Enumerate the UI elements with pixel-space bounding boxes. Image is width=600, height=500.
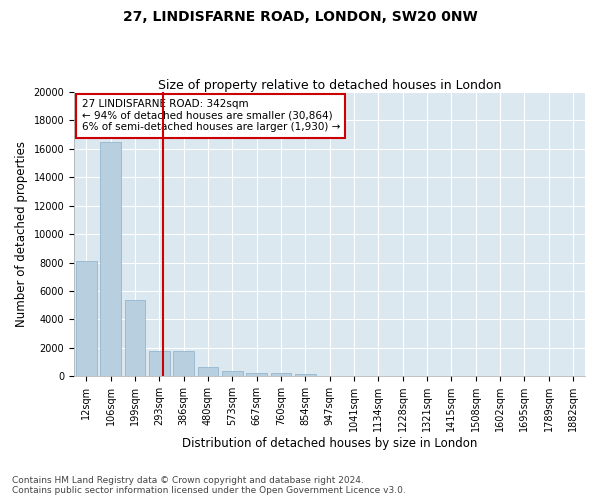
- Bar: [100, 142, 121, 376]
- Bar: [149, 350, 170, 376]
- Title: Size of property relative to detached houses in London: Size of property relative to detached ho…: [158, 79, 501, 92]
- Text: 27 LINDISFARNE ROAD: 342sqm
← 94% of detached houses are smaller (30,864)
6% of : 27 LINDISFARNE ROAD: 342sqm ← 94% of det…: [82, 99, 340, 132]
- Bar: [173, 352, 194, 376]
- Text: Contains HM Land Registry data © Crown copyright and database right 2024.
Contai: Contains HM Land Registry data © Crown c…: [12, 476, 406, 495]
- Bar: [295, 374, 316, 376]
- Bar: [197, 366, 218, 376]
- Bar: [271, 373, 291, 376]
- Text: 27, LINDISFARNE ROAD, LONDON, SW20 0NW: 27, LINDISFARNE ROAD, LONDON, SW20 0NW: [122, 10, 478, 24]
- X-axis label: Distribution of detached houses by size in London: Distribution of detached houses by size …: [182, 437, 477, 450]
- Bar: [246, 373, 267, 376]
- Y-axis label: Number of detached properties: Number of detached properties: [15, 141, 28, 327]
- Bar: [76, 261, 97, 376]
- Bar: [125, 300, 145, 376]
- Bar: [222, 372, 242, 376]
